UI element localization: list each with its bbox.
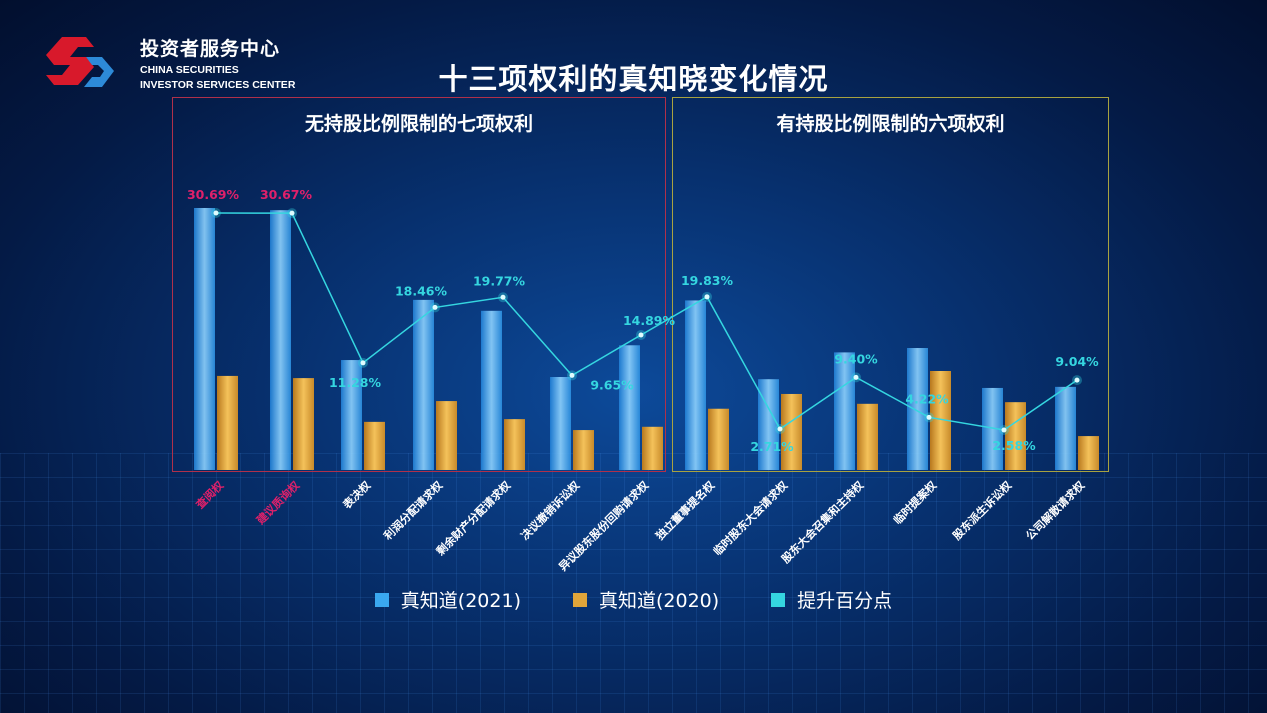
bar-2021 [685,300,706,470]
uplift-data-label: 18.46% [395,283,448,298]
category-label: 股东派生诉讼权 [950,478,1015,543]
bar-2021 [270,210,291,471]
uplift-data-label: 9.40% [834,351,878,366]
legend-swatch-2021 [374,592,389,607]
bar-2020 [573,430,594,470]
bar-2021 [834,352,855,470]
uplift-point [432,304,438,310]
bar-2021 [194,207,215,470]
org-name: 投资者服务中心 CHINA SECURITIES INVESTOR SERVIC… [140,34,295,91]
category-label: 建议质询权 [253,478,302,527]
background-grid [0,453,1267,713]
org-name-cn: 投资者服务中心 [140,38,281,60]
uplift-point [1001,427,1007,433]
uplift-point [360,360,366,366]
category-label: 临时股东大会请求权 [710,478,791,559]
uplift-point [777,426,783,432]
uplift-data-label: 2.58% [992,438,1036,453]
bar-2020 [1078,436,1099,470]
bar-2020 [930,370,951,470]
bar-2020 [217,375,238,470]
uplift-data-label: 30.67% [260,187,313,202]
category-label: 公司解散请求权 [1023,478,1088,543]
legend-swatch-2020 [572,592,587,607]
bar-2020 [781,393,802,470]
group-box-restricted: 有持股比例限制的六项权利 [672,97,1109,472]
legend-item-2020: 真知道(2020) [572,586,720,613]
uplift-data-label: 19.83% [681,273,734,288]
uplift-data-label: 19.77% [473,273,526,288]
uplift-data-label: 9.65% [590,377,634,392]
legend-swatch-uplift [771,592,786,607]
bar-2020 [504,419,525,470]
bar-2020 [642,426,663,470]
uplift-data-label: 30.69% [187,187,240,202]
legend-item-uplift: 提升百分点 [771,586,892,613]
bar-2020 [708,408,729,470]
category-label: 独立董事提名权 [652,478,718,544]
uplift-data-label: 14.89% [623,313,676,328]
bar-2021 [982,387,1003,470]
category-label: 查阅权 [193,478,227,512]
legend: 真知道(2021) 真知道(2020) 提升百分点 [0,586,1267,613]
bar-2020 [857,403,878,470]
uplift-data-label: 11.28% [329,375,382,390]
category-label: 股东大会召集和主持权 [778,478,866,566]
bar-2021 [413,299,434,470]
group-title-restricted: 有持股比例限制的六项权利 [776,113,1005,135]
org-name-en-2: INVESTOR SERVICES CENTER [140,79,296,91]
bar-2021 [481,310,502,470]
legend-label-uplift: 提升百分点 [797,590,893,612]
uplift-point [853,374,859,380]
bar-2021 [1055,386,1076,470]
bar-2021 [341,360,362,470]
uplift-point [638,332,644,338]
bar-2021 [758,379,779,470]
uplift-data-label: 9.04% [1055,354,1099,369]
group-title-unrestricted: 无持股比例限制的七项权利 [304,113,533,135]
legend-item-2021: 真知道(2021) [374,586,521,613]
org-name-en-1: CHINA SECURITIES [140,64,239,76]
uplift-data-label: 4.22% [905,391,949,406]
uplift-point [569,372,575,378]
category-label: 决议撤销诉讼权 [518,478,583,543]
category-label: 剩余财产分配请求权 [433,478,514,559]
category-label: 表决权 [339,478,374,513]
group-box-unrestricted: 无持股比例限制的七项权利 [172,97,666,472]
uplift-point [213,210,219,216]
legend-label-2021: 真知道(2021) [400,590,521,612]
category-label: 临时提案权 [890,478,939,527]
bar-2020 [364,421,385,470]
uplift-data-label: 2.71% [750,439,794,454]
bar-2020 [1005,402,1026,470]
uplift-point [500,294,506,300]
chart-title: 十三项权利的真知晓变化情况 [438,62,829,96]
uplift-point [1074,377,1080,383]
uplift-point [704,294,710,300]
bar-2021 [907,348,928,470]
uplift-point [289,210,295,216]
legend-label-2020: 真知道(2020) [598,590,720,612]
bar-2021 [550,377,571,470]
csisc-logo [46,37,114,87]
bar-2020 [293,378,314,470]
uplift-point [926,414,932,420]
bar-2020 [436,401,457,470]
category-label: 利润分配请求权 [381,478,446,543]
bar-2021 [619,345,640,470]
